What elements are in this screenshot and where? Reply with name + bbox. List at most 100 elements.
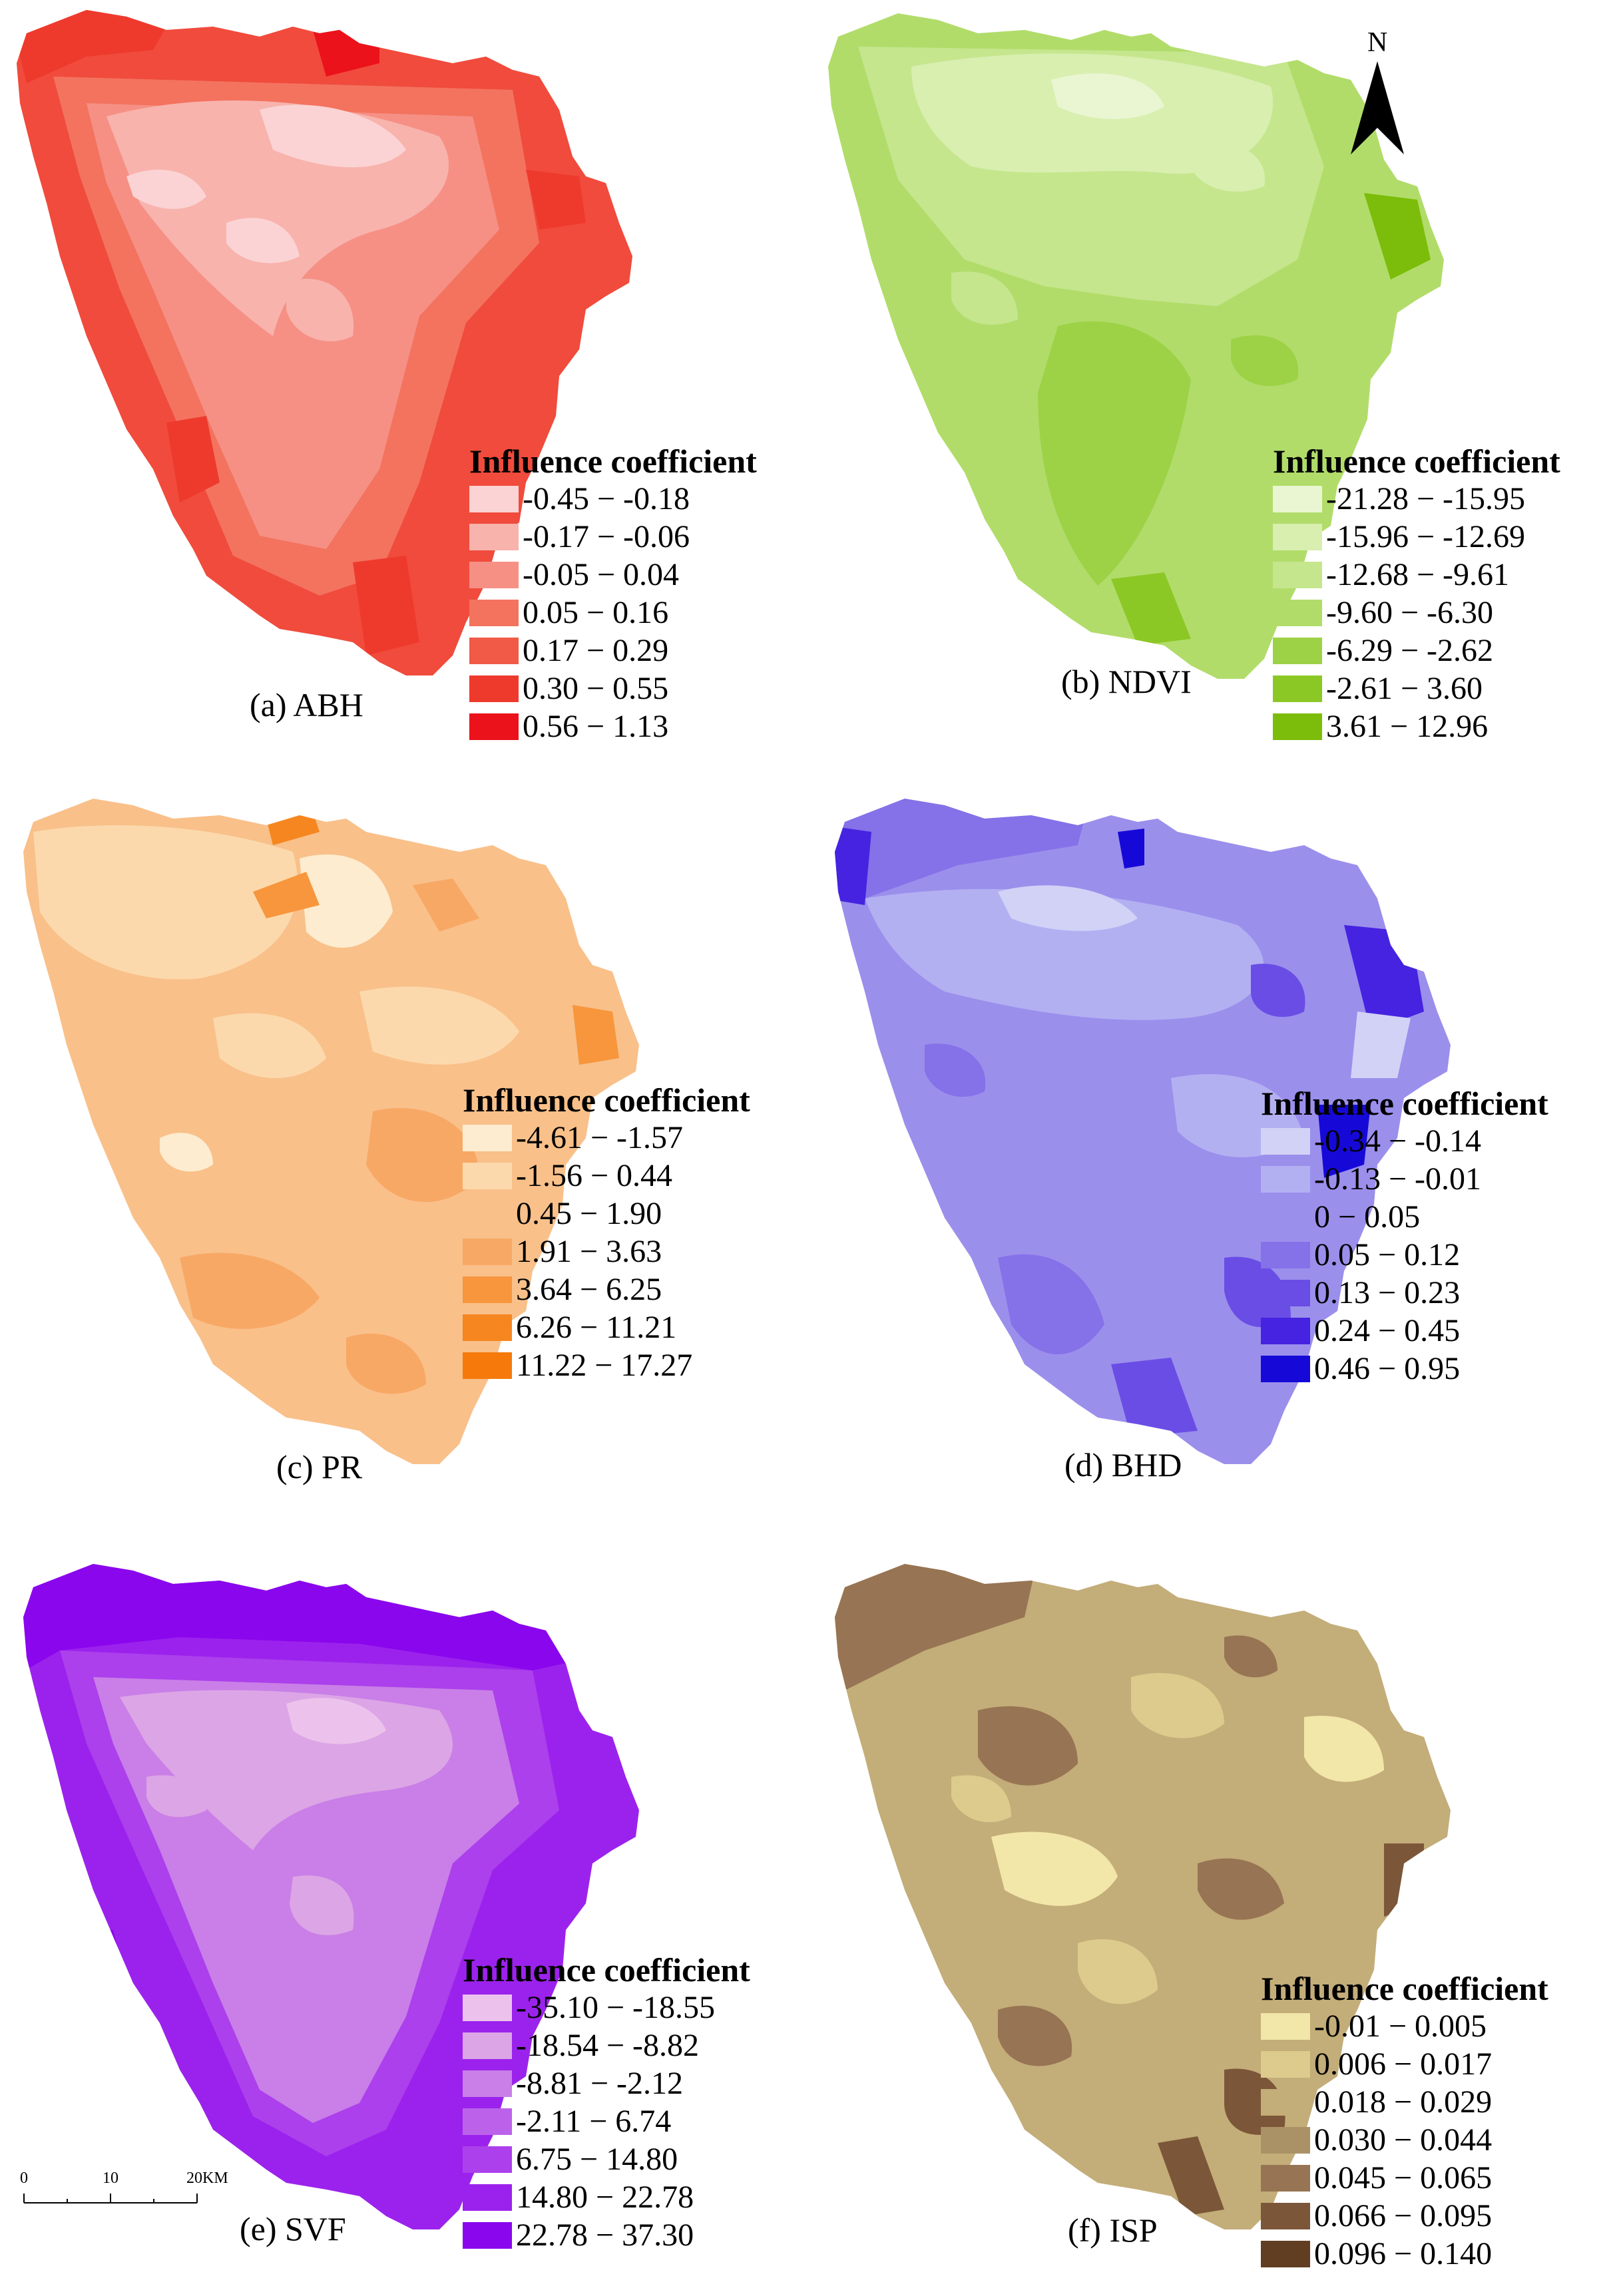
legend-item: 22.78 − 37.30	[463, 2216, 750, 2254]
legend-range: -15.96 − -12.69	[1326, 519, 1526, 554]
legend-range: 22.78 − 37.30	[516, 2217, 694, 2253]
legend-swatch	[1261, 1317, 1310, 1344]
legend-svf: Influence coefficient -35.10 − -18.55 -1…	[463, 1951, 750, 2254]
legend-range: 0.096 − 0.140	[1314, 2236, 1493, 2271]
legend-swatch	[1261, 1165, 1310, 1193]
legend-item: 6.26 − 11.21	[463, 1308, 750, 1346]
legend-title: Influence coefficient	[1261, 1085, 1548, 1122]
legend-range: -21.28 − -15.95	[1326, 481, 1526, 516]
legend-range: 0 − 0.05	[1314, 1199, 1421, 1235]
legend-range: -6.29 − -2.62	[1326, 633, 1494, 668]
legend-swatch	[463, 2032, 512, 2059]
legend-range: 0.56 − 1.13	[523, 709, 669, 744]
scale-tick-label: 10	[103, 2170, 118, 2187]
legend-swatch	[463, 1238, 512, 1265]
legend-range: 0.45 − 1.90	[516, 1196, 662, 1231]
legend-swatch	[463, 2221, 512, 2249]
legend-swatch	[1273, 599, 1322, 626]
legend-item: -1.56 − 0.44	[463, 1157, 750, 1195]
legend-swatch	[1261, 2050, 1310, 2078]
legend-swatch	[1261, 2126, 1310, 2154]
legend-item: 0.066 − 0.095	[1261, 2197, 1548, 2235]
legend-item: 0.46 − 0.95	[1261, 1350, 1548, 1388]
legend-range: 0.46 − 0.95	[1314, 1351, 1461, 1386]
map-isp	[835, 1564, 1451, 2229]
legend-item: -21.28 − -15.95	[1273, 480, 1560, 518]
legend-swatch	[463, 1124, 512, 1151]
legend-swatch	[1261, 2088, 1310, 2116]
map-ndvi	[828, 13, 1444, 679]
legend-swatch	[463, 1200, 512, 1227]
legend-title: Influence coefficient	[463, 1951, 750, 1989]
legend-range: 0.13 − 0.23	[1314, 1275, 1461, 1310]
legend-item: 0.05 − 0.12	[1261, 1236, 1548, 1274]
legend-item: 0.05 − 0.16	[469, 594, 757, 632]
legend-item: 1.91 − 3.63	[463, 1233, 750, 1270]
map-bhd	[835, 799, 1451, 1464]
legend-swatch	[1261, 2240, 1310, 2267]
legend-range: -0.17 − -0.06	[523, 519, 690, 554]
panel-abh: Influence coefficient -0.45 − -0.18 -0.1…	[0, 0, 808, 765]
legend-item: -0.34 − -0.14	[1261, 1122, 1548, 1160]
legend-range: 11.22 − 17.27	[516, 1348, 693, 1383]
north-arrow-icon	[1351, 61, 1404, 154]
legend-range: -9.60 − -6.30	[1326, 595, 1494, 630]
legend-swatch	[1261, 2012, 1310, 2040]
legend-item: -2.11 − 6.74	[463, 2102, 750, 2140]
legend-item: 14.80 − 22.78	[463, 2178, 750, 2216]
legend-swatch	[469, 523, 519, 550]
legend-swatch	[1273, 485, 1322, 512]
legend-range: 0.066 − 0.095	[1314, 2198, 1493, 2233]
legend-swatch	[469, 675, 519, 702]
legend-range: -0.01 − 0.005	[1314, 2009, 1487, 2044]
legend-swatch	[463, 1314, 512, 1341]
legend-item: 0.006 − 0.017	[1261, 2045, 1548, 2083]
legend-range: -0.34 − -0.14	[1314, 1123, 1482, 1159]
legend-item: 0.096 − 0.140	[1261, 2235, 1548, 2273]
legend-item: 0.30 − 0.55	[469, 670, 757, 707]
north-label: N	[1367, 27, 1388, 58]
legend-range: 0.24 − 0.45	[1314, 1313, 1461, 1348]
legend-item: 3.61 − 12.96	[1273, 707, 1560, 745]
legend-item: -0.01 − 0.005	[1261, 2007, 1548, 2045]
caption-svf: (e) SVF	[240, 2210, 346, 2247]
legend-swatch	[463, 1994, 512, 2021]
legend-item: -15.96 − -12.69	[1273, 518, 1560, 556]
legend-range: 0.006 − 0.017	[1314, 2046, 1493, 2082]
legend-swatch	[469, 599, 519, 626]
legend-range: -1.56 − 0.44	[516, 1158, 673, 1193]
legend-item: -4.61 − -1.57	[463, 1119, 750, 1157]
legend-item: -8.81 − -2.12	[463, 2064, 750, 2102]
legend-item: 0.13 − 0.23	[1261, 1274, 1548, 1312]
north-arrow: N	[1341, 27, 1414, 154]
legend-range: 0.30 − 0.55	[523, 671, 669, 706]
legend-title: Influence coefficient	[463, 1081, 750, 1119]
legend-item: -35.10 − -18.55	[463, 1989, 750, 2026]
legend-range: 0.045 − 0.065	[1314, 2160, 1493, 2196]
legend-range: 0.05 − 0.16	[523, 595, 669, 630]
legend-item: 0.018 − 0.029	[1261, 2083, 1548, 2121]
legend-swatch	[1261, 1241, 1310, 1268]
panel-pr: Influence coefficient -4.61 − -1.57 -1.5…	[0, 765, 808, 1531]
legend-abh: Influence coefficient -0.45 − -0.18 -0.1…	[469, 443, 757, 745]
legend-swatch	[1273, 675, 1322, 702]
legend-title: Influence coefficient	[1261, 1970, 1548, 2007]
legend-item: -9.60 − -6.30	[1273, 594, 1560, 632]
panel-isp: Influence coefficient -0.01 − 0.005 0.00…	[808, 1531, 1616, 2296]
legend-range: -0.13 − -0.01	[1314, 1161, 1482, 1197]
legend-swatch	[1273, 637, 1322, 664]
legend-item: 0.45 − 1.90	[463, 1195, 750, 1233]
legend-item: -0.45 − -0.18	[469, 480, 757, 518]
legend-swatch	[463, 2108, 512, 2135]
legend-title: Influence coefficient	[1273, 443, 1560, 480]
legend-swatch	[469, 713, 519, 740]
legend-item: -0.05 − 0.04	[469, 556, 757, 594]
legend-ndvi: Influence coefficient -21.28 − -15.95 -1…	[1273, 443, 1560, 745]
legend-range: 3.64 − 6.25	[516, 1272, 662, 1307]
legend-range: -0.05 − 0.04	[523, 557, 680, 592]
legend-item: 3.64 − 6.25	[463, 1270, 750, 1308]
legend-range: 6.26 − 11.21	[516, 1310, 677, 1345]
legend-pr: Influence coefficient -4.61 − -1.57 -1.5…	[463, 1081, 750, 1384]
legend-swatch	[1261, 1127, 1310, 1155]
legend-item: 0.030 − 0.044	[1261, 2121, 1548, 2159]
